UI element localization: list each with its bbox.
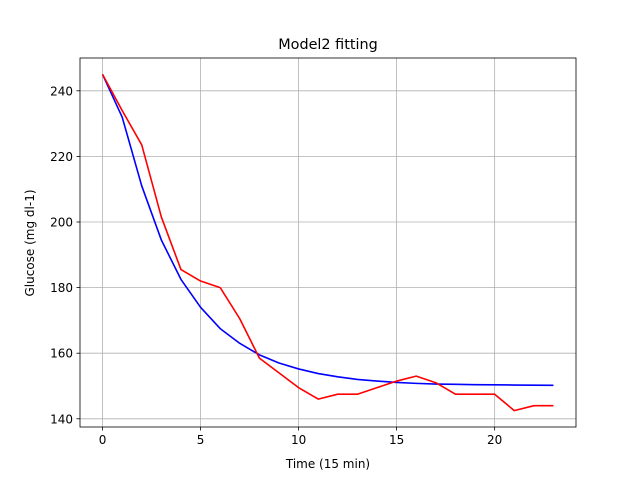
x-tick-label: 10 <box>291 433 306 447</box>
y-tick-label: 160 <box>50 347 73 361</box>
x-tick-label: 20 <box>487 433 502 447</box>
x-axis-label: Time (15 min) <box>285 457 370 471</box>
series-line-1 <box>101 74 554 387</box>
y-axis-ticks: 140 160 180 200 220 240 <box>50 84 80 426</box>
series-lines <box>101 74 554 412</box>
y-tick-label: 200 <box>50 216 73 230</box>
plot-frame <box>79 57 577 428</box>
series-line-2 <box>101 74 554 412</box>
x-tick-label: 15 <box>389 433 404 447</box>
x-tick-label: 5 <box>197 433 205 447</box>
y-tick-label: 180 <box>50 281 73 295</box>
chart-title: Model2 fitting <box>278 37 378 53</box>
x-tick-label: 0 <box>99 433 107 447</box>
grid <box>80 58 576 427</box>
y-tick-label: 240 <box>50 84 73 98</box>
x-axis-ticks: 0 5 10 15 20 <box>99 427 502 447</box>
y-axis-label: Glucose (mg dl-1) <box>23 189 37 296</box>
y-tick-label: 220 <box>50 150 73 164</box>
y-tick-label: 140 <box>50 412 73 426</box>
